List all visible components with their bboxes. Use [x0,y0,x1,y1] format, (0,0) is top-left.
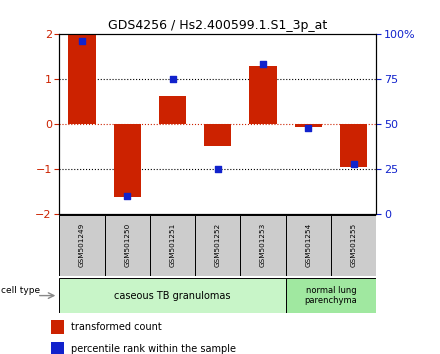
Text: GSM501249: GSM501249 [79,223,85,267]
Text: caseous TB granulomas: caseous TB granulomas [114,291,231,301]
Text: transformed count: transformed count [71,322,162,332]
FancyBboxPatch shape [286,278,376,313]
Bar [159,96,186,124]
Text: GSM501253: GSM501253 [260,223,266,267]
FancyBboxPatch shape [331,215,376,275]
Text: GSM501255: GSM501255 [351,223,356,267]
Point [124,193,131,199]
Title: GDS4256 / Hs2.400599.1.S1_3p_at: GDS4256 / Hs2.400599.1.S1_3p_at [108,19,327,33]
FancyBboxPatch shape [286,215,331,275]
Text: GSM501250: GSM501250 [124,223,130,267]
Bar [69,34,95,124]
Bar [51,320,64,335]
Bar [249,66,277,124]
Point [260,62,267,67]
Bar [114,124,141,197]
Point [169,76,176,81]
Point [214,166,221,172]
Point [350,161,357,166]
Bar [51,342,64,354]
Bar [295,124,322,127]
Text: cell type: cell type [1,286,40,295]
FancyBboxPatch shape [241,215,286,275]
FancyBboxPatch shape [59,278,286,313]
Text: GSM501254: GSM501254 [305,223,312,267]
Point [305,125,312,130]
Bar [340,124,367,167]
FancyBboxPatch shape [150,215,195,275]
Text: percentile rank within the sample: percentile rank within the sample [71,344,236,354]
Bar [204,124,231,145]
FancyBboxPatch shape [59,215,105,275]
Text: GSM501251: GSM501251 [169,223,176,267]
FancyBboxPatch shape [195,215,240,275]
Point [78,38,85,44]
FancyBboxPatch shape [105,215,150,275]
Text: normal lung
parenchyma: normal lung parenchyma [304,286,357,305]
Text: GSM501252: GSM501252 [215,223,221,267]
